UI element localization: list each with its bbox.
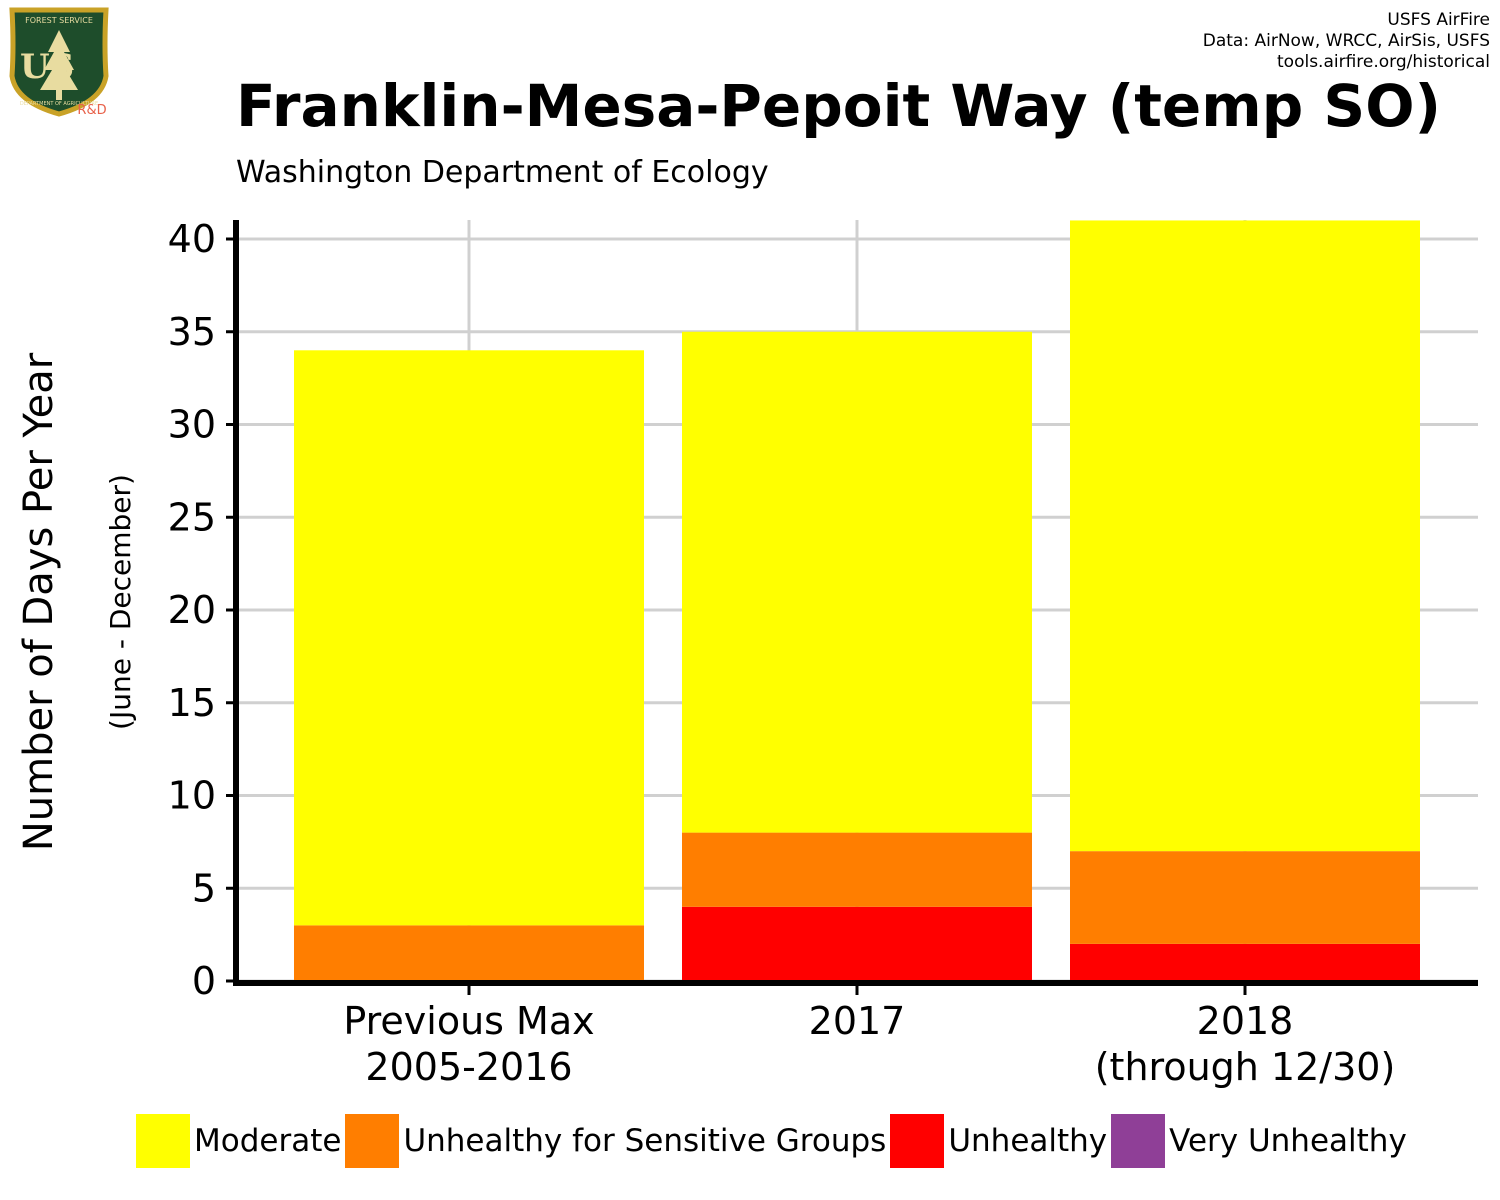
legend-swatch	[890, 1113, 945, 1168]
bar-segment-unhealthy-for-sensitive-groups	[682, 832, 1032, 907]
y-tick-label: 0	[192, 959, 216, 1003]
bar-segment-unhealthy	[1070, 943, 1420, 981]
legend-item-unhealthy-for-sensitive-groups: Unhealthy for Sensitive Groups	[345, 1113, 887, 1168]
logo-letters: US	[20, 47, 74, 87]
credit-line-source: USFS AirFire	[1387, 10, 1490, 30]
legend-label: Moderate	[194, 1122, 342, 1159]
logo-top-text: FOREST SERVICE	[25, 16, 93, 25]
credit-line-url: tools.airfire.org/historical	[1277, 52, 1490, 72]
y-tick-label: 25	[168, 495, 216, 539]
chart-subtitle: Washington Department of Ecology	[236, 155, 769, 190]
legend-label: Unhealthy	[948, 1122, 1108, 1159]
legend-swatch	[345, 1113, 400, 1168]
legend-swatch	[136, 1113, 190, 1168]
y-axis-sublabel: (June - December)	[104, 474, 137, 730]
bar-segment-moderate	[682, 331, 1032, 833]
x-tick-label: 2005-2016	[365, 1045, 572, 1089]
y-tick-label: 40	[168, 217, 216, 261]
bar-segment-unhealthy	[682, 906, 1032, 981]
legend: Moderate Unhealthy for Sensitive Groups Un…	[136, 1113, 1411, 1168]
x-tick-label: 2018	[1197, 999, 1294, 1043]
legend-swatch	[1111, 1113, 1166, 1168]
y-tick-label: 30	[168, 403, 216, 447]
bar-segment-unhealthy-for-sensitive-groups	[1070, 851, 1420, 944]
bar-segment-moderate	[1070, 220, 1420, 852]
chart-title: Franklin-Mesa-Pepoit Way (temp SO)	[236, 72, 1442, 140]
legend-label: Very Unhealthy	[1169, 1122, 1407, 1159]
y-tick-label: 15	[168, 681, 216, 725]
usfs-logo: US FOREST SERVICE DEPARTMENT OF AGRICULT…	[9, 7, 109, 118]
credit-line-data: Data: AirNow, WRCC, AirSis, USFS	[1202, 31, 1490, 51]
y-axis-label: Number of Days Per Year	[16, 352, 62, 851]
y-tick-label: 20	[168, 588, 216, 632]
y-tick-label: 35	[168, 310, 216, 354]
credits: USFS AirFire Data: AirNow, WRCC, AirSis,…	[1203, 10, 1490, 73]
legend-item-very-unhealthy: Very Unhealthy	[1111, 1113, 1407, 1168]
y-tick-label: 10	[168, 774, 216, 818]
logo-badge: R&D	[77, 103, 106, 118]
y-tick-label: 5	[192, 866, 216, 910]
bar-segment-unhealthy-for-sensitive-groups	[294, 925, 644, 981]
bar-layer	[294, 220, 1420, 981]
logo-bottom-text: DEPARTMENT OF AGRICULTURE	[20, 101, 98, 107]
legend-label: Unhealthy for Sensitive Groups	[403, 1122, 887, 1159]
x-tick-label: (through 12/30)	[1095, 1045, 1396, 1089]
x-tick-label: 2017	[809, 999, 906, 1043]
legend-item-unhealthy: Unhealthy	[890, 1113, 1108, 1168]
x-tick-label: Previous Max	[343, 999, 594, 1043]
legend-item-moderate: Moderate	[136, 1113, 342, 1168]
bar-segment-moderate	[294, 350, 644, 926]
